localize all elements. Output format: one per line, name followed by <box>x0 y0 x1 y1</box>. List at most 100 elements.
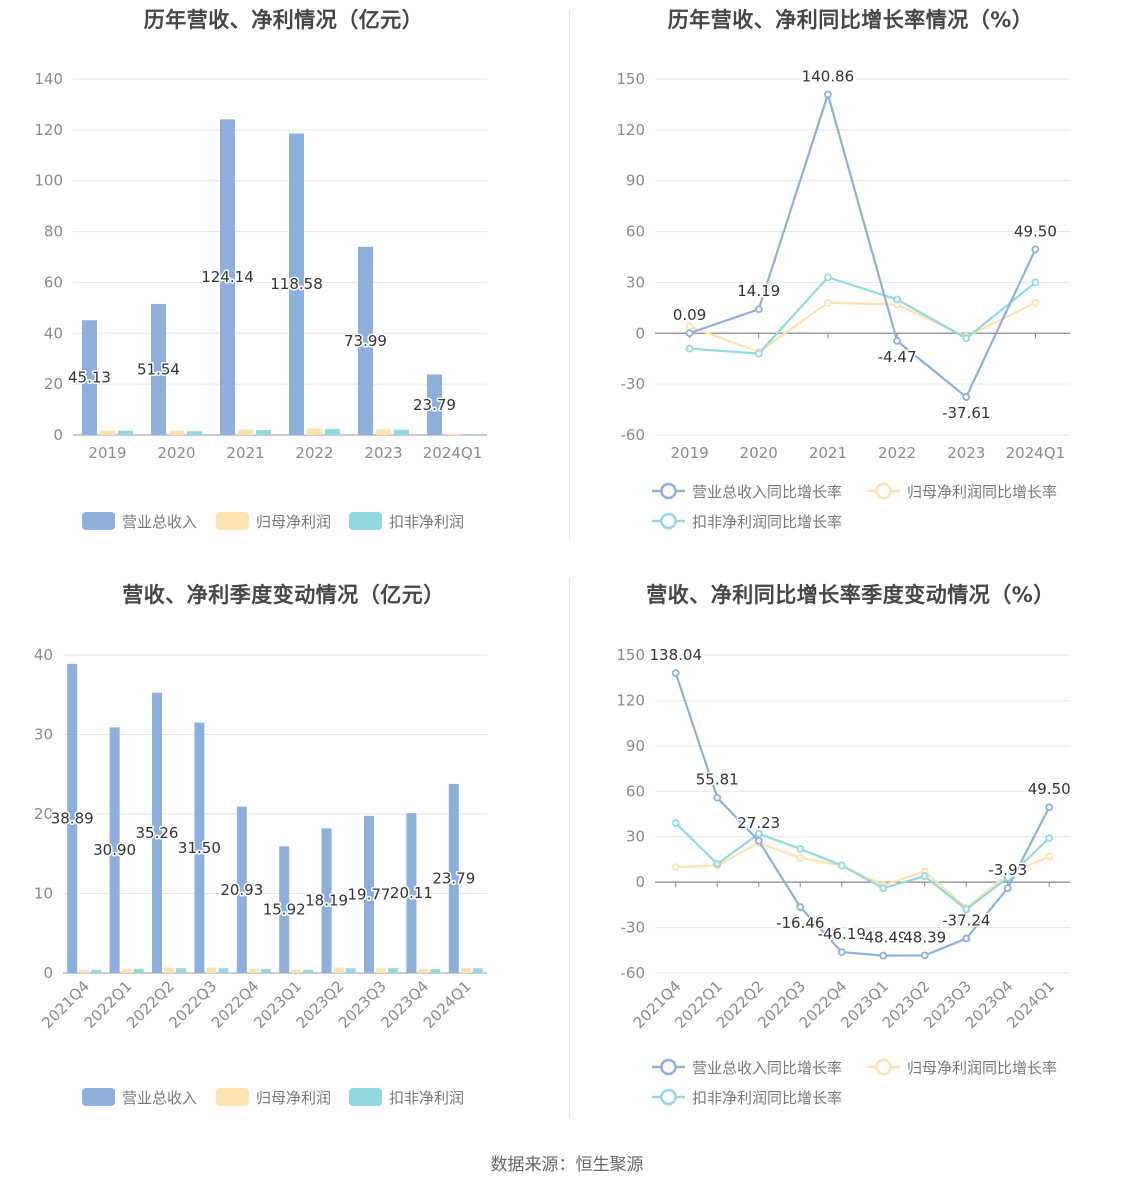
bar <box>376 968 386 973</box>
x-tick-label: 2022 <box>295 444 333 462</box>
y-tick-label: 80 <box>44 223 63 241</box>
series-line <box>689 276 1037 355</box>
data-label: 51.54 <box>137 360 180 378</box>
annual-revenue-profit-panel: 历年营收、净利情况（亿元） 0 20 40 60 80 100 120 140 2019 2020… <box>0 0 567 575</box>
bar <box>91 969 102 973</box>
x-tick-label: 2023 <box>364 444 402 462</box>
legend-marker <box>875 1058 892 1076</box>
bar <box>291 969 302 973</box>
y-tick-label: 10 <box>34 885 53 903</box>
data-label: 138.04 <box>650 646 703 664</box>
y-tick-label: -60 <box>621 426 646 444</box>
data-label: 124.14 <box>201 268 254 286</box>
y-tick-label: 0 <box>53 426 63 444</box>
data-label: 23.79 <box>432 869 475 887</box>
y-tick-label: 40 <box>34 646 53 664</box>
series-line <box>674 822 1051 911</box>
data-label: 38.89 <box>51 809 94 827</box>
data-point <box>671 863 680 871</box>
bar <box>109 727 120 973</box>
chart-title: 营收、净利同比增长率季度变动情况（%） <box>646 583 1055 607</box>
bar <box>164 967 174 973</box>
y-tick-label: 30 <box>626 828 645 846</box>
y-tick-label: -30 <box>621 375 646 393</box>
bar <box>176 968 186 973</box>
data-point <box>920 951 929 960</box>
chart-title: 历年营收、净利情况（亿元） <box>143 8 424 32</box>
bar <box>79 969 90 973</box>
series-line <box>689 301 1036 354</box>
y-tick-label: -30 <box>621 919 646 937</box>
x-tick-label: 2023 <box>947 444 985 462</box>
data-point <box>713 793 722 802</box>
legend-label: 归母净利润同比增长率 <box>907 483 1057 501</box>
x-tick-label: 2024Q1 <box>423 444 483 462</box>
annual-revenue-profit-chart: 0 20 40 60 80 100 120 140 2019 2020 2021 2022 2023 20… <box>34 70 487 531</box>
bar <box>220 119 235 435</box>
quarterly-growth-panel: 营收、净利同比增长率季度变动情况（%） -60 -30 0 30 60 90 120 150 2… <box>567 575 1134 1150</box>
bar <box>121 969 132 973</box>
legend-marker <box>660 482 677 500</box>
y-tick-label: 60 <box>626 782 645 800</box>
x-tick-label: 2024Q1 <box>420 977 475 1032</box>
y-tick-label: 120 <box>616 121 645 139</box>
x-tick-label: 2022 <box>878 444 916 462</box>
bar <box>448 783 459 973</box>
legend-label: 营业总收入 <box>122 1089 197 1107</box>
legend-swatch <box>216 1088 249 1106</box>
x-tick-label: 2020 <box>157 444 195 462</box>
series-line <box>689 90 1037 399</box>
data-label: -3.93 <box>988 861 1027 879</box>
legend-swatch <box>216 512 249 530</box>
bar <box>218 968 229 973</box>
bar <box>307 428 322 435</box>
y-tick-label: 60 <box>626 223 645 241</box>
legend-swatch <box>82 512 115 530</box>
bar <box>472 968 483 973</box>
data-point <box>685 329 694 338</box>
legend-label: 归母净利润 <box>256 513 331 531</box>
bar <box>248 969 259 973</box>
legend-label: 扣非净利润同比增长率 <box>692 1089 842 1107</box>
y-tick-label: 120 <box>34 121 63 139</box>
data-point <box>754 829 763 838</box>
data-point <box>879 951 888 960</box>
data-point <box>879 884 888 893</box>
data-point <box>1003 873 1012 882</box>
data-label: 118.58 <box>270 275 323 293</box>
bar <box>445 433 460 435</box>
data-point <box>837 861 846 870</box>
legend-swatch <box>349 1088 382 1106</box>
bar <box>418 969 429 973</box>
data-point <box>824 298 832 307</box>
bar <box>238 429 253 435</box>
data-point <box>796 844 805 853</box>
data-label: 140.86 <box>802 67 855 85</box>
data-label: 55.81 <box>696 771 739 789</box>
data-point <box>1045 852 1054 861</box>
quarterly-revenue-profit-chart: 0102030402021Q42022Q12022Q22022Q32022Q42… <box>34 646 487 1107</box>
bar <box>303 969 314 973</box>
x-tick-label: 2021 <box>226 444 264 462</box>
data-label: 0.09 <box>673 306 706 324</box>
bar <box>427 374 442 435</box>
y-tick-label: 90 <box>626 737 645 755</box>
bar <box>394 429 409 435</box>
data-label: -37.24 <box>942 912 990 930</box>
y-tick-label: 20 <box>44 375 63 393</box>
x-tick-label: 2024Q1 <box>1006 444 1066 462</box>
y-tick-label: -60 <box>621 964 646 982</box>
bar <box>460 968 471 973</box>
bar <box>430 969 441 973</box>
data-label: -46.19 <box>818 925 866 943</box>
legend-marker <box>875 482 892 500</box>
data-point <box>1031 298 1040 307</box>
legend-marker <box>660 1088 677 1106</box>
data-point <box>1003 884 1012 892</box>
data-point <box>962 934 971 943</box>
bar <box>358 246 373 435</box>
bar <box>187 431 202 435</box>
bar <box>236 806 247 973</box>
data-point <box>1031 245 1040 254</box>
bar <box>118 430 133 435</box>
